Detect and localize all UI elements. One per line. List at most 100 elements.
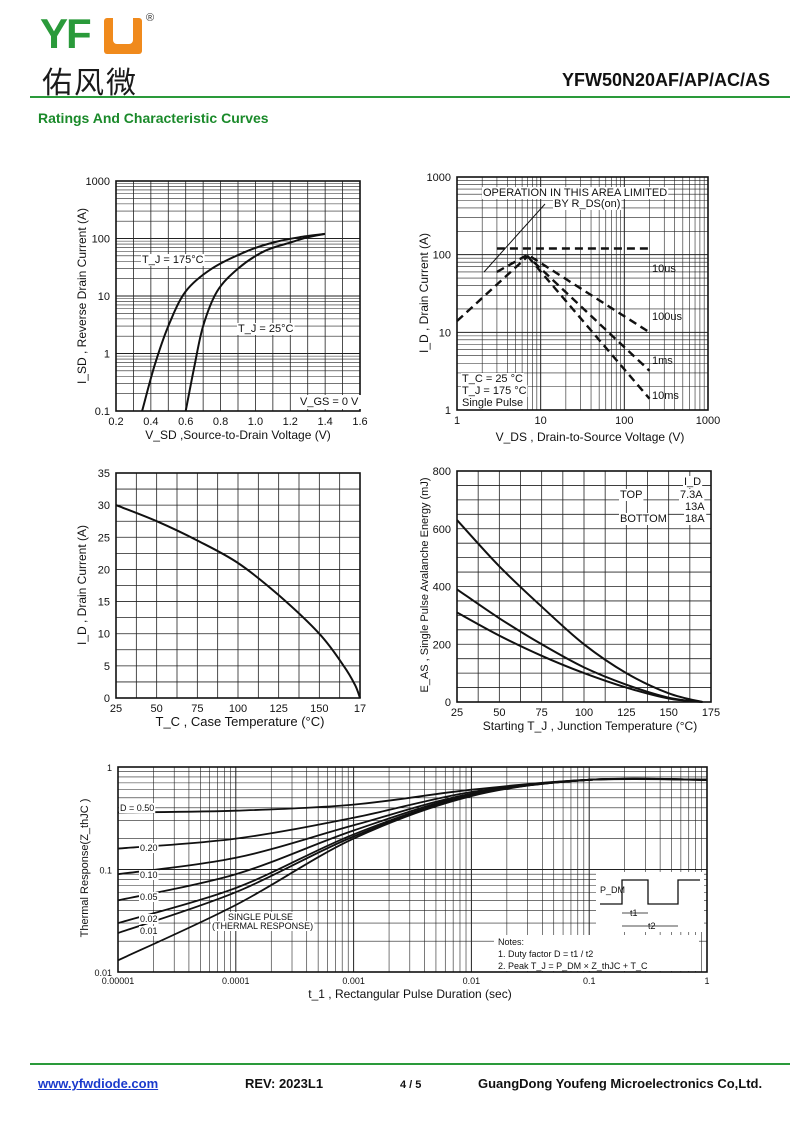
y-axis-label: E_AS , Single Pulse Avalanche Energy (mJ…: [419, 477, 431, 692]
x-tick-label: 0.1: [583, 976, 596, 986]
y-tick-label: 0: [445, 697, 451, 709]
x-tick-label: 1.2: [283, 416, 298, 428]
x-tick-label: 0.01: [463, 976, 481, 986]
y-tick-label: 35: [98, 468, 110, 480]
plot-frame: [456, 176, 709, 411]
annotation: V_GS = 0 V: [300, 396, 359, 408]
legend-value: 13A: [685, 501, 705, 513]
x-tick-label: 0.00001: [102, 976, 135, 986]
series-line: [456, 611, 703, 703]
label-bg: [211, 921, 315, 931]
y-tick-label: 100: [92, 234, 110, 246]
label-bg: [553, 198, 622, 210]
x-tick-label: 25: [451, 707, 463, 719]
x-tick-label: 50: [493, 707, 505, 719]
company-name: GuangDong Youfeng Microelectronics Co,Lt…: [478, 1076, 763, 1091]
series-line: [141, 232, 326, 412]
logo-u-mark: [104, 18, 142, 54]
section-title: Ratings And Characteristic Curves: [38, 110, 269, 126]
series-label: 0.02: [140, 914, 158, 924]
series-label: 0.05: [140, 892, 158, 902]
series-label: D = 0.50: [120, 803, 154, 813]
y-tick-label: 100: [433, 250, 451, 262]
x-axis-label: V_SD ,Source-to-Drain Voltage (V): [145, 428, 330, 442]
series-label: 10ms: [652, 390, 679, 402]
logo-yf-text: YF: [40, 10, 92, 57]
label-bg: [119, 803, 156, 813]
label-bg: [139, 870, 159, 880]
website-link[interactable]: www.yfwdiode.com: [38, 1076, 159, 1091]
y-tick-label: 600: [433, 524, 451, 536]
y-tick-label: 1: [104, 349, 110, 361]
label-bg: [482, 187, 669, 199]
y-tick-label: 800: [433, 466, 451, 478]
label-bg: [619, 513, 668, 525]
y-tick-label: 15: [98, 597, 110, 609]
logo-registered: ®: [146, 12, 155, 24]
annotation: BY R_DS(on): [554, 198, 620, 210]
series-label: T_J = 25°C: [238, 323, 294, 335]
label-bg: [237, 323, 295, 335]
x-tick-label: 150: [310, 703, 328, 715]
page-number: 4 / 5: [400, 1079, 422, 1091]
series-label: 0.20: [140, 843, 158, 853]
y-axis-label: I_D , Drain Current (A): [417, 233, 431, 353]
label-bg: [139, 914, 159, 924]
annotation: OPERATION IN THIS AREA LIMITED: [483, 187, 667, 199]
x-axis-label: Starting T_J , Junction Temperature (°C): [483, 719, 697, 733]
label-bg: [298, 395, 362, 409]
x-tick-label: 75: [191, 703, 203, 715]
series-line: [456, 588, 703, 703]
pulse-waveform: [600, 879, 700, 905]
inset-bg: [596, 872, 704, 932]
x-tick-label: 125: [269, 703, 287, 715]
x-tick-label: 150: [659, 707, 677, 719]
x-tick-label: 100: [615, 415, 633, 427]
y-tick-label: 10: [98, 629, 110, 641]
y-tick-label: 1: [445, 405, 451, 417]
x-tick-label: 175: [702, 707, 720, 719]
series-line: [184, 232, 326, 412]
y-tick-label: 1000: [86, 176, 110, 188]
x-tick-label: 1: [454, 415, 460, 427]
label-bg: [139, 926, 159, 936]
label-bg: [461, 397, 525, 409]
y-tick-label: 0.1: [95, 406, 110, 418]
label-bg: [461, 373, 525, 385]
y-tick-label: 0.1: [99, 866, 112, 876]
annotation: T_C = 25 °C: [462, 373, 523, 385]
inset-label: t2: [648, 921, 656, 931]
series-line: [115, 504, 361, 699]
logo-chinese-name: 佑风微: [42, 66, 138, 101]
y-tick-label: 200: [433, 639, 451, 651]
plot-frame: [117, 766, 708, 973]
notes-line: 2. Peak T_J = P_DM × Z_thJC + T_C: [498, 961, 648, 971]
y-tick-label: 10: [98, 291, 110, 303]
label-bg: [227, 912, 295, 922]
x-tick-label: 1: [704, 976, 709, 986]
company-logo: YF ® 佑风微: [40, 8, 160, 101]
y-tick-label: 1: [107, 763, 112, 773]
y-axis-label: I_SD , Reverse Drain Current (A): [75, 208, 89, 384]
x-tick-label: 0.2: [108, 416, 123, 428]
x-axis-label: T_C , Case Temperature (°C): [156, 714, 325, 729]
legend-value: 18A: [685, 513, 705, 525]
annotation: T_J = 175 °C: [462, 385, 527, 397]
series-line: [526, 255, 651, 400]
label-bg: [684, 501, 707, 513]
label-bg: [683, 476, 703, 488]
revision-label: REV: 2023L1: [245, 1076, 324, 1091]
plot-frame: [456, 470, 712, 703]
x-tick-label: 1.0: [248, 416, 263, 428]
x-tick-label: 25: [110, 703, 122, 715]
legend-value: 7.3A: [680, 489, 703, 501]
annotation-pointer: [483, 203, 546, 273]
x-tick-label: 10: [535, 415, 547, 427]
y-tick-label: 25: [98, 532, 110, 544]
y-tick-label: 10: [439, 327, 451, 339]
y-tick-label: 400: [433, 582, 451, 594]
x-tick-label: 1.4: [317, 416, 332, 428]
x-tick-label: 1.6: [352, 416, 367, 428]
legend-label: BOTTOM: [620, 513, 667, 525]
inset-label: P_DM: [600, 885, 625, 895]
